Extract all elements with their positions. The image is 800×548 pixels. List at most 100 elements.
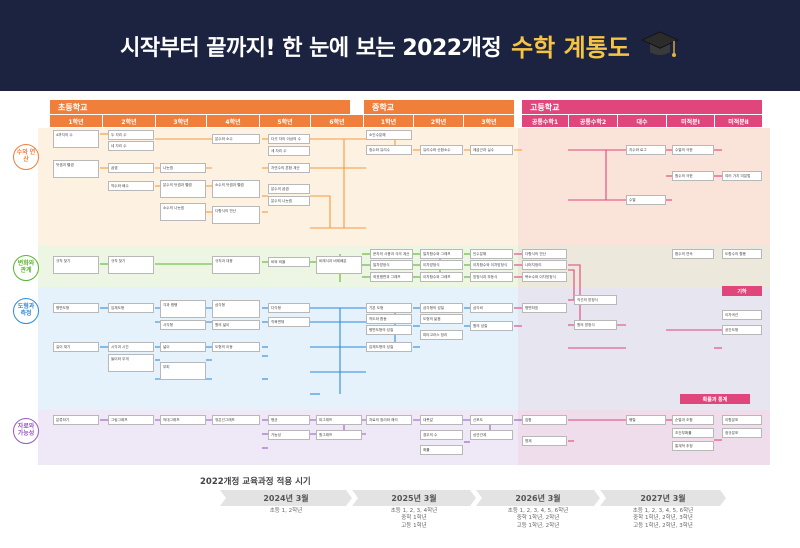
node-relation: 규칙과 대응 <box>212 256 260 274</box>
node-data: 명제 <box>522 436 567 446</box>
node-relation: 이차함수와 이차방정식 <box>470 260 513 270</box>
node-number: 네 자리 수 <box>108 141 154 151</box>
grade-m2: 2학년 <box>414 115 463 127</box>
node-number: 자연수의 혼합 계산 <box>268 163 310 173</box>
node-data: 꺾은선그래프 <box>212 415 260 425</box>
node-geometry: 삼각형 <box>212 300 260 318</box>
node-geometry: 원의 성질 <box>470 321 513 331</box>
node-number: 분수와 소수 <box>212 134 260 144</box>
node-geometry: 각과 평행 <box>160 300 206 318</box>
node-geometry: 원의 방정식 <box>574 320 617 330</box>
node-data: 산포도 <box>470 415 513 425</box>
stage-elementary: 초등학교 <box>50 100 350 114</box>
node-number: 정수와 유리수 <box>366 145 412 155</box>
node-geometry: 피타고라스 정리 <box>420 330 463 340</box>
node-data: 경우의 수 <box>420 430 463 440</box>
node-geometry: 작도와 합동 <box>366 314 412 324</box>
node-data: 원그래프 <box>316 430 362 440</box>
area-circle-relation <box>13 255 39 281</box>
node-number: 여러 가지 미분법 <box>722 171 762 181</box>
grade-h-common1: 공통수학1 <box>522 115 568 127</box>
node-number: 수열 <box>626 195 666 205</box>
node-relation: 도함수의 활용 <box>722 249 762 259</box>
grade-h-common2: 공통수학2 <box>569 115 617 127</box>
node-number: 다섯 자리 이상의 수 <box>268 134 310 144</box>
node-geometry: 삼각형의 성질 <box>420 303 463 313</box>
node-geometry: 들이와 무게 <box>108 354 154 372</box>
band-high-school <box>518 128 770 465</box>
area-circle-data <box>13 418 39 444</box>
area-circle-geometry <box>13 298 39 324</box>
grade-e1: 1학년 <box>50 115 102 127</box>
node-data: 분류하기 <box>53 415 99 425</box>
node-data: 그림그래프 <box>108 415 154 425</box>
timeline-desc-2026: 초등 1, 2, 3, 4, 5, 6학년 중학 1학년, 2학년 고등 1학년… <box>507 508 569 529</box>
timeline-heading: 2022개정 교육과정 적용 시기 <box>200 477 311 487</box>
grade-e4: 4학년 <box>207 115 259 127</box>
node-geometry: 기본 도형 <box>366 303 412 313</box>
node-number: 덧셈과 뺄셈 <box>53 160 99 178</box>
node-number: 분수의 나눗셈 <box>268 196 310 206</box>
node-geometry: 평면도형 <box>53 303 99 313</box>
grade-h-algebra: 대수 <box>618 115 666 127</box>
timeline-desc-2024: 초등 1, 2학년 <box>269 508 303 514</box>
grade-m3: 3학년 <box>464 115 514 127</box>
node-relation: 나머지정리 <box>522 260 567 270</box>
side-tag-probability: 확률과 통계 <box>680 394 750 404</box>
node-data: 띠그래프 <box>316 415 362 425</box>
area-circle-number <box>13 144 39 170</box>
node-relation: 좌표평면과 그래프 <box>370 272 413 282</box>
node-data: 정규분포 <box>722 428 762 438</box>
node-data: 순열과 조합 <box>672 415 714 425</box>
node-data: 막대그래프 <box>160 415 206 425</box>
node-data: 자료의 정리와 해석 <box>366 415 412 425</box>
node-relation: 인수분해 <box>470 249 513 259</box>
node-geometry: 직육면체 <box>268 317 310 327</box>
node-data: 행렬 <box>626 415 666 425</box>
node-geometry: 시각과 시간 <box>108 342 154 352</box>
grade-e6: 6학년 <box>311 115 363 127</box>
grade-e3: 3학년 <box>156 115 206 127</box>
node-number: 다항식의 연산 <box>212 206 260 224</box>
node-number: 소인수분해 <box>366 130 412 140</box>
node-number: 지수와 로그 <box>626 145 666 155</box>
node-relation: 규칙 찾기 <box>53 256 99 274</box>
node-number: 약수와 배수 <box>108 181 154 191</box>
stage-high: 고등학교 <box>522 100 762 114</box>
node-geometry: 직선의 방정식 <box>574 295 617 305</box>
timeline-desc-2025: 초등 1, 2, 3, 4학년 중학 1학년 고등 1학년 <box>390 508 438 529</box>
node-relation: 함수의 연속 <box>672 249 714 259</box>
node-number: 제곱근과 실수 <box>470 145 513 155</box>
node-number: 나눗셈 <box>160 163 206 173</box>
node-geometry: 공간도형 <box>722 325 762 335</box>
timeline-year-2026: 2026년 3월 <box>515 493 561 503</box>
page-title: 시작부터 끝까지! 한 눈에 보는 2022개정 수학 계통도 <box>0 0 800 91</box>
node-geometry: 길이 재기 <box>53 342 99 352</box>
node-relation: 일차함수와 그래프 <box>420 249 463 259</box>
node-number: 두 자리 수 <box>108 130 154 140</box>
timeline-year-2024: 2024년 3월 <box>263 493 309 503</box>
node-data: 집합 <box>522 415 567 425</box>
node-data: 상관관계 <box>470 430 513 440</box>
node-number: 수열의 극한 <box>672 145 714 155</box>
grade-h-calculus1: 미적분Ⅰ <box>667 115 714 127</box>
node-relation: 비와 비율 <box>268 257 310 267</box>
area-label-geometry: 도형과 측정 <box>17 303 35 317</box>
graduation-cap-icon <box>640 31 679 57</box>
timeline-desc-2027: 초등 1, 2, 3, 4, 5, 6학년 중학 1학년, 2학년, 3학년 고… <box>632 508 694 529</box>
node-number: 분수의 곱셈 <box>268 184 310 194</box>
node-geometry: 평면도형의 성질 <box>366 325 412 335</box>
node-geometry: 입체도형의 성질 <box>366 342 412 352</box>
node-relation: 문자의 사용과 식의 계산 <box>370 249 413 259</box>
node-geometry: 이차곡선 <box>722 310 762 320</box>
node-data: 확률 <box>420 445 463 455</box>
stage-middle: 중학교 <box>364 100 514 114</box>
node-relation: 이차함수와 그래프 <box>420 272 463 282</box>
node-number: 분수의 덧셈과 뺄셈 <box>160 180 206 198</box>
node-number: 함수의 극한 <box>672 171 714 181</box>
node-geometry: 다각형 <box>268 303 310 313</box>
node-geometry: 사각형 <box>160 320 206 330</box>
node-number: 4까지의 수 <box>53 130 99 148</box>
node-data: 조건부확률 <box>672 428 714 438</box>
